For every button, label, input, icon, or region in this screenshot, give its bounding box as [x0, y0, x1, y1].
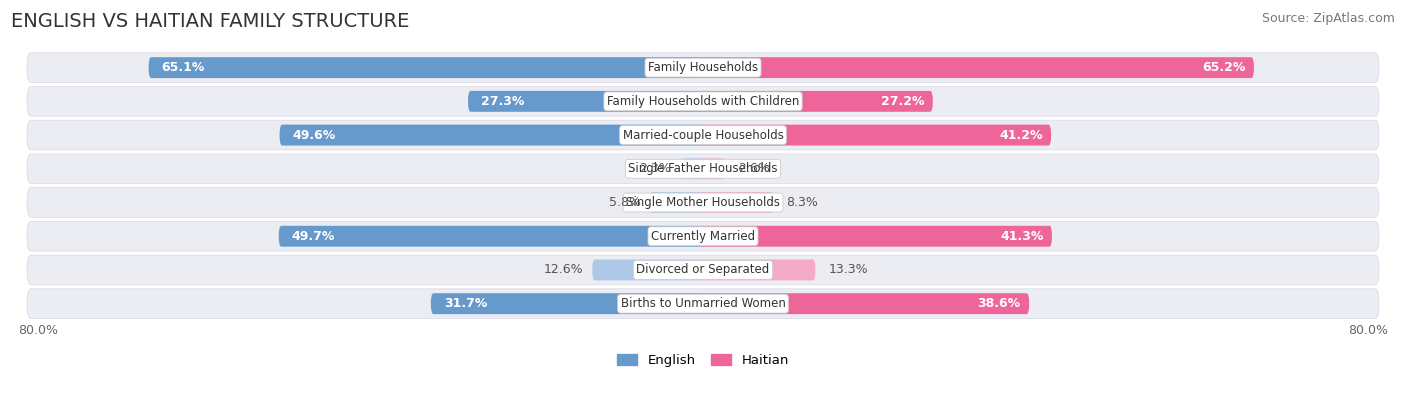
- Text: Family Households with Children: Family Households with Children: [607, 95, 799, 108]
- Text: 27.2%: 27.2%: [880, 95, 924, 108]
- Text: 80.0%: 80.0%: [18, 324, 59, 337]
- Text: Births to Unmarried Women: Births to Unmarried Women: [620, 297, 786, 310]
- Text: Single Mother Households: Single Mother Households: [626, 196, 780, 209]
- Text: 65.1%: 65.1%: [162, 61, 205, 74]
- FancyBboxPatch shape: [278, 226, 703, 247]
- Text: 5.8%: 5.8%: [609, 196, 641, 209]
- Text: ENGLISH VS HAITIAN FAMILY STRUCTURE: ENGLISH VS HAITIAN FAMILY STRUCTURE: [11, 12, 409, 31]
- Text: 31.7%: 31.7%: [444, 297, 486, 310]
- FancyBboxPatch shape: [27, 53, 1379, 83]
- Text: 80.0%: 80.0%: [1347, 324, 1388, 337]
- Text: 27.3%: 27.3%: [481, 95, 524, 108]
- FancyBboxPatch shape: [280, 124, 703, 145]
- Text: 49.6%: 49.6%: [292, 128, 336, 141]
- FancyBboxPatch shape: [699, 260, 815, 280]
- Text: 8.3%: 8.3%: [786, 196, 818, 209]
- Text: Source: ZipAtlas.com: Source: ZipAtlas.com: [1261, 12, 1395, 25]
- FancyBboxPatch shape: [699, 91, 932, 112]
- FancyBboxPatch shape: [699, 57, 1254, 78]
- FancyBboxPatch shape: [27, 255, 1379, 285]
- Text: Married-couple Households: Married-couple Households: [623, 128, 783, 141]
- FancyBboxPatch shape: [468, 91, 703, 112]
- Text: 13.3%: 13.3%: [828, 263, 868, 276]
- Text: 65.2%: 65.2%: [1202, 61, 1246, 74]
- FancyBboxPatch shape: [679, 158, 703, 179]
- FancyBboxPatch shape: [650, 192, 703, 213]
- Text: 38.6%: 38.6%: [977, 297, 1021, 310]
- Text: 12.6%: 12.6%: [544, 263, 583, 276]
- FancyBboxPatch shape: [699, 192, 773, 213]
- Legend: English, Haitian: English, Haitian: [617, 354, 789, 367]
- FancyBboxPatch shape: [699, 158, 725, 179]
- Text: 2.6%: 2.6%: [738, 162, 769, 175]
- Text: Divorced or Separated: Divorced or Separated: [637, 263, 769, 276]
- FancyBboxPatch shape: [27, 221, 1379, 251]
- FancyBboxPatch shape: [699, 293, 1029, 314]
- Text: 49.7%: 49.7%: [291, 230, 335, 243]
- Text: 41.2%: 41.2%: [1000, 128, 1042, 141]
- Text: Family Households: Family Households: [648, 61, 758, 74]
- Text: Currently Married: Currently Married: [651, 230, 755, 243]
- FancyBboxPatch shape: [592, 260, 703, 280]
- FancyBboxPatch shape: [27, 154, 1379, 184]
- Text: 2.3%: 2.3%: [638, 162, 671, 175]
- Text: Single Father Households: Single Father Households: [628, 162, 778, 175]
- FancyBboxPatch shape: [149, 57, 703, 78]
- FancyBboxPatch shape: [27, 87, 1379, 116]
- FancyBboxPatch shape: [27, 289, 1379, 318]
- Text: 41.3%: 41.3%: [1000, 230, 1043, 243]
- FancyBboxPatch shape: [27, 120, 1379, 150]
- FancyBboxPatch shape: [27, 188, 1379, 217]
- FancyBboxPatch shape: [699, 226, 1052, 247]
- FancyBboxPatch shape: [430, 293, 703, 314]
- FancyBboxPatch shape: [699, 124, 1052, 145]
